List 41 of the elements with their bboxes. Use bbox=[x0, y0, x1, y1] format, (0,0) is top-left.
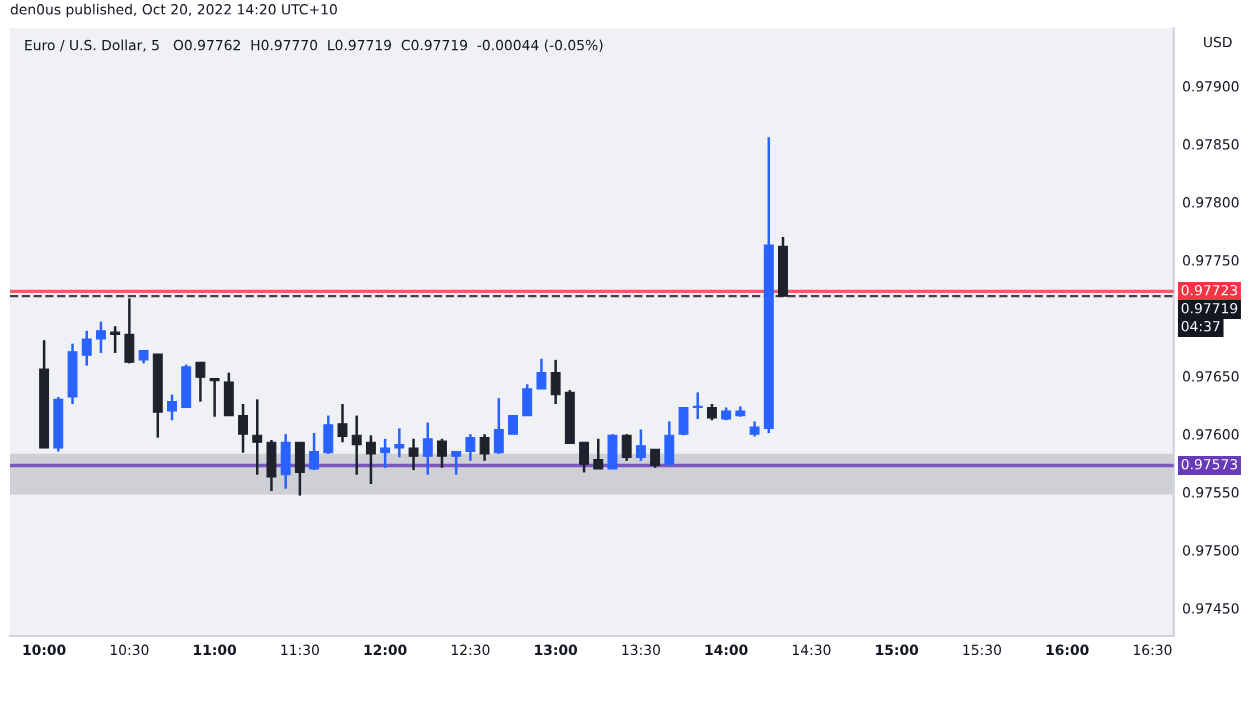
candlestick bbox=[692, 391, 703, 421]
candlestick bbox=[422, 421, 433, 476]
candlestick bbox=[380, 437, 391, 470]
candlestick bbox=[337, 402, 348, 444]
candlestick bbox=[223, 371, 234, 417]
candlestick bbox=[67, 342, 78, 406]
candlestick bbox=[280, 432, 291, 490]
candlestick bbox=[266, 438, 277, 493]
candlestick bbox=[465, 432, 476, 463]
candlestick bbox=[664, 420, 675, 467]
candlestick bbox=[252, 398, 263, 476]
candlestick bbox=[110, 325, 121, 355]
candlestick bbox=[294, 441, 305, 497]
candlestick bbox=[195, 360, 206, 403]
candlestick bbox=[678, 406, 689, 437]
candlestick bbox=[394, 427, 405, 459]
candlestick bbox=[167, 393, 177, 422]
candlestick bbox=[309, 431, 320, 472]
candlestick bbox=[81, 329, 92, 367]
candlestick bbox=[536, 357, 547, 391]
candlestick bbox=[408, 437, 419, 472]
candlestick bbox=[351, 414, 362, 476]
candlestick bbox=[607, 432, 618, 471]
candlestick bbox=[209, 377, 220, 418]
candlestick bbox=[508, 414, 518, 436]
candlestick bbox=[181, 363, 192, 409]
candlestick bbox=[493, 396, 504, 456]
candlestick bbox=[451, 450, 462, 476]
candlestick bbox=[621, 432, 632, 463]
candlestick bbox=[635, 428, 646, 463]
candlestick bbox=[650, 447, 661, 470]
candlestick bbox=[95, 320, 106, 355]
candlestick bbox=[365, 434, 376, 486]
candlestick bbox=[238, 402, 248, 454]
candlestick bbox=[550, 358, 561, 406]
candlestick bbox=[479, 432, 490, 463]
candlestick bbox=[437, 437, 447, 470]
candlestick bbox=[593, 437, 604, 471]
candlestick bbox=[323, 414, 334, 456]
candlestick bbox=[579, 441, 590, 474]
candlestick bbox=[522, 383, 533, 417]
